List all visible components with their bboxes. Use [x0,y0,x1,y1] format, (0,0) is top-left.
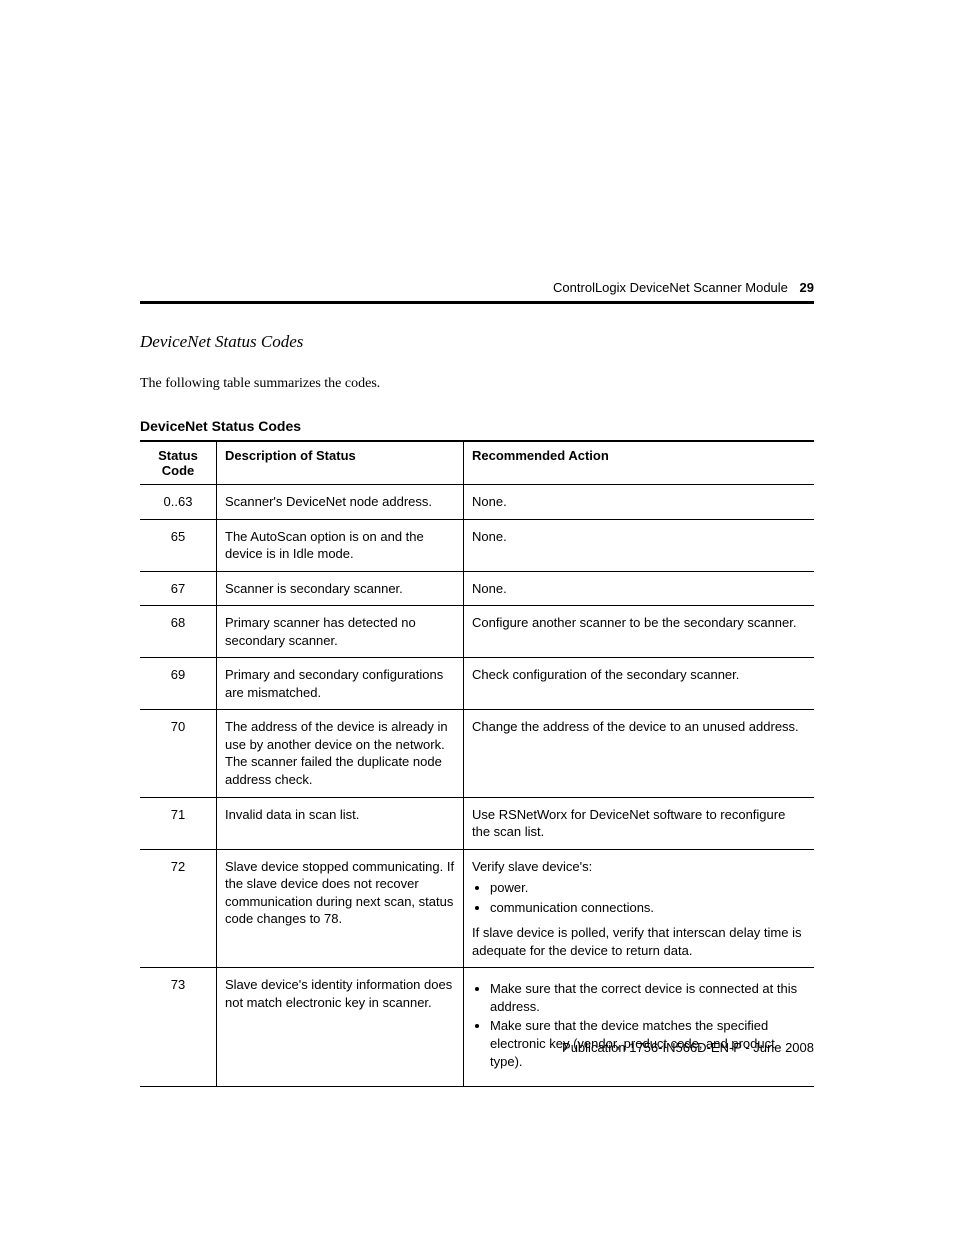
cell-desc: Scanner's DeviceNet node address. [217,485,464,520]
cell-desc: The address of the device is already in … [217,710,464,797]
cell-desc: Slave device's identity information does… [217,968,464,1087]
cell-desc: The AutoScan option is on and the device… [217,519,464,571]
cell-action: Make sure that the correct device is con… [464,968,815,1087]
cell-desc: Primary scanner has detected no secondar… [217,606,464,658]
page-number: 29 [800,280,814,295]
cell-code: 72 [140,849,217,968]
bullet-item: power. [490,879,806,897]
cell-action: Check configuration of the secondary sca… [464,658,815,710]
action-bullets: power. communication connections. [490,879,806,916]
table-row: 70 The address of the device is already … [140,710,814,797]
table-header-row: Status Code Description of Status Recomm… [140,441,814,485]
table-row: 69 Primary and secondary configurations … [140,658,814,710]
action-bullets: Make sure that the correct device is con… [490,980,806,1070]
bullet-item: Make sure that the correct device is con… [490,980,806,1015]
cell-action: Verify slave device's: power. communicat… [464,849,815,968]
action-after: If slave device is polled, verify that i… [472,924,806,959]
table-row: 71 Invalid data in scan list. Use RSNetW… [140,797,814,849]
cell-code: 70 [140,710,217,797]
status-codes-table: Status Code Description of Status Recomm… [140,440,814,1087]
table-row: 0..63 Scanner's DeviceNet node address. … [140,485,814,520]
cell-action: None. [464,519,815,571]
cell-action: Use RSNetWorx for DeviceNet software to … [464,797,815,849]
table-row: 73 Slave device's identity information d… [140,968,814,1087]
cell-code: 73 [140,968,217,1087]
running-header: ControlLogix DeviceNet Scanner Module 29 [140,280,814,295]
page: ControlLogix DeviceNet Scanner Module 29… [0,0,954,1235]
cell-desc: Scanner is secondary scanner. [217,571,464,606]
publication-line: Publication 1756-IN566D-EN-P - June 2008 [562,1040,814,1055]
intro-text: The following table summarizes the codes… [140,376,814,392]
cell-code: 68 [140,606,217,658]
cell-desc: Primary and secondary configurations are… [217,658,464,710]
th-action: Recommended Action [464,441,815,485]
cell-code: 67 [140,571,217,606]
doc-title: ControlLogix DeviceNet Scanner Module [553,280,788,295]
cell-action: Configure another scanner to be the seco… [464,606,815,658]
cell-code: 0..63 [140,485,217,520]
cell-action: None. [464,485,815,520]
table-row: 65 The AutoScan option is on and the dev… [140,519,814,571]
cell-desc: Slave device stopped communicating. If t… [217,849,464,968]
cell-code: 65 [140,519,217,571]
cell-code: 71 [140,797,217,849]
cell-action: None. [464,571,815,606]
header-rule [140,301,814,304]
action-intro: Verify slave device's: [472,858,806,876]
cell-desc: Invalid data in scan list. [217,797,464,849]
cell-code: 69 [140,658,217,710]
table-row: 72 Slave device stopped communicating. I… [140,849,814,968]
table-row: 68 Primary scanner has detected no secon… [140,606,814,658]
bullet-item: communication connections. [490,899,806,917]
th-description: Description of Status [217,441,464,485]
table-caption: DeviceNet Status Codes [140,418,814,434]
table-row: 67 Scanner is secondary scanner. None. [140,571,814,606]
th-status-code: Status Code [140,441,217,485]
section-title: DeviceNet Status Codes [140,332,814,352]
cell-action: Change the address of the device to an u… [464,710,815,797]
